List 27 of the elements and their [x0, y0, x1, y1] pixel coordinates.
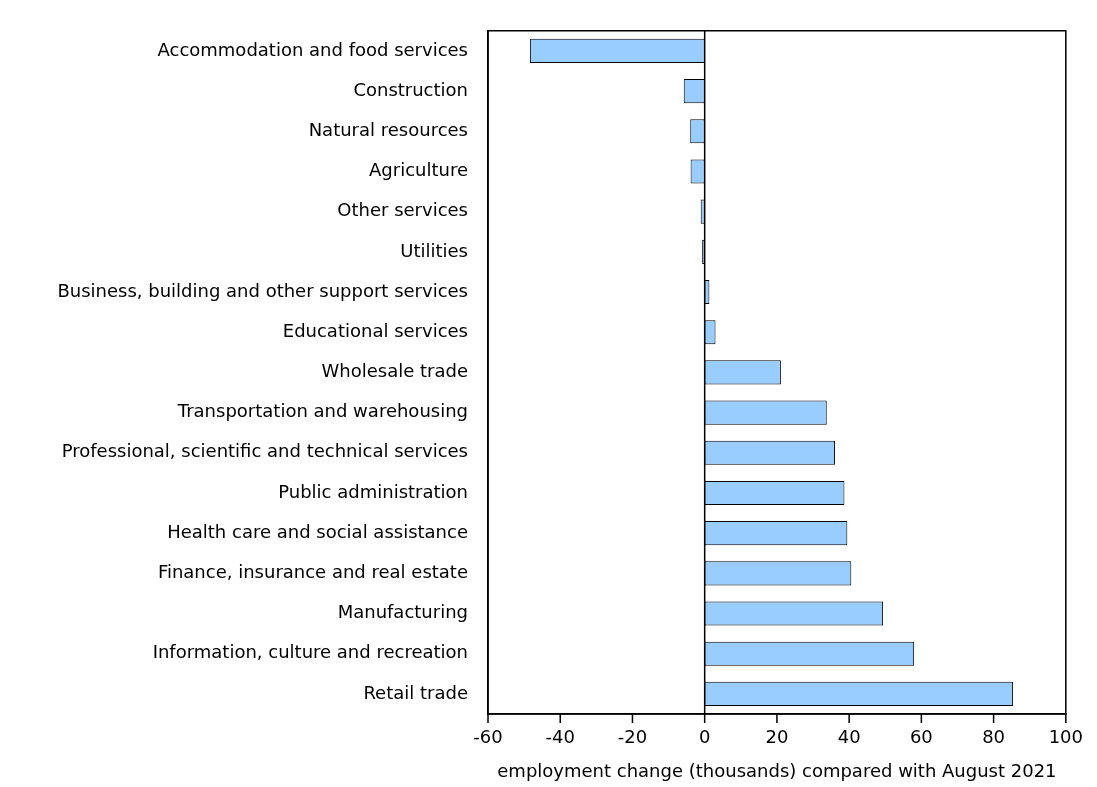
y-tick-label: Natural resources — [308, 118, 468, 140]
y-tick-label: Wholesale trade — [321, 360, 468, 382]
y-tick-label: Business, building and other support services — [57, 279, 468, 301]
x-tick-label: 40 — [837, 726, 861, 748]
y-tick-label: Finance, insurance and real estate — [157, 561, 468, 583]
x-tick-label: -20 — [617, 726, 648, 748]
y-tick-label: Agriculture — [369, 159, 468, 181]
x-tick-label: 20 — [765, 726, 789, 748]
y-tick-label: Information, culture and recreation — [152, 641, 468, 663]
x-tick-label: 0 — [698, 726, 711, 748]
y-tick-label: Transportation and warehousing — [176, 400, 468, 422]
x-tick-label: -60 — [473, 726, 503, 748]
x-axis-title: employment change (thousands) compared with August 2021 — [497, 759, 1057, 781]
y-tick-label: Manufacturing — [337, 601, 468, 623]
y-tick-label: Construction — [353, 78, 468, 100]
x-tick-label: 80 — [982, 726, 1006, 748]
x-tick-label: 60 — [909, 726, 933, 748]
y-tick-label: Public administration — [278, 480, 468, 502]
x-tick-label: -40 — [545, 726, 575, 748]
y-tick-label: Retail trade — [363, 681, 468, 703]
y-tick-label: Accommodation and food services — [157, 38, 468, 60]
y-tick-label: Educational services — [282, 319, 468, 341]
y-tick-label: Professional, scientific and technical services — [61, 440, 468, 462]
x-tick-label: 100 — [1048, 726, 1083, 748]
y-tick-label: Utilities — [400, 239, 468, 261]
y-tick-label: Health care and social assistance — [167, 520, 468, 542]
y-tick-label: Other services — [337, 199, 468, 221]
